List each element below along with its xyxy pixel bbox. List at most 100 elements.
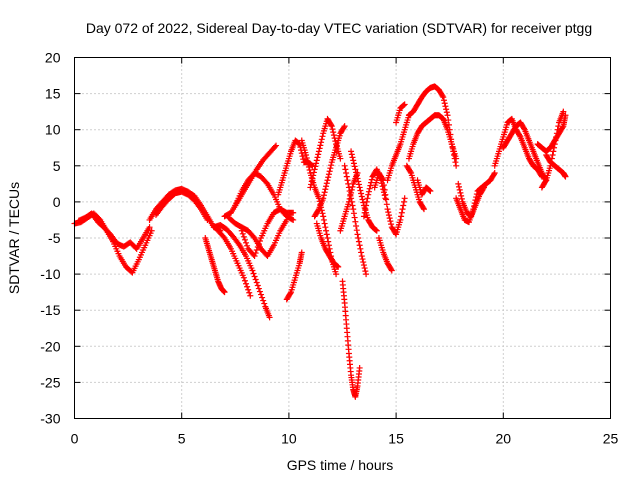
data-point <box>364 195 371 202</box>
y-tick-label: -25 <box>40 374 60 390</box>
data-point <box>358 193 365 200</box>
data-point <box>420 204 427 211</box>
series-arc-06 <box>210 222 273 321</box>
data-point <box>321 220 328 227</box>
x-tick-label: 0 <box>71 431 79 447</box>
data-point <box>348 148 355 155</box>
data-point <box>249 267 256 274</box>
data-point <box>398 213 405 220</box>
data-point <box>360 259 367 266</box>
data-point <box>245 286 252 293</box>
data-point <box>549 151 556 158</box>
data-point <box>350 206 357 213</box>
series-arc-13 <box>283 249 305 303</box>
data-point <box>359 196 366 203</box>
data-point <box>323 183 330 190</box>
data-point <box>326 168 333 175</box>
data-point <box>335 263 342 270</box>
data-point <box>361 265 368 272</box>
data-point <box>439 93 446 100</box>
series-arc-24 <box>375 235 395 274</box>
data-point <box>241 236 248 243</box>
data-point <box>388 267 395 274</box>
data-point <box>359 256 366 263</box>
data-point <box>146 224 153 231</box>
data-point <box>381 186 388 193</box>
data-point <box>340 124 347 131</box>
data-point <box>317 142 324 149</box>
data-point <box>321 189 328 196</box>
data-point <box>445 121 452 128</box>
data-point <box>453 155 460 162</box>
x-tick-label: 20 <box>496 431 512 447</box>
data-point <box>323 231 330 238</box>
data-point <box>316 145 323 152</box>
data-point <box>398 209 405 216</box>
data-point <box>315 148 322 155</box>
data-point <box>383 196 390 203</box>
data-point <box>306 167 313 174</box>
series-arc-05 <box>202 235 228 296</box>
series-arc-11 <box>232 170 297 223</box>
data-point <box>380 182 387 189</box>
data-point <box>260 297 267 304</box>
data-point <box>426 187 433 194</box>
data-point <box>400 202 407 209</box>
data-point <box>366 185 373 192</box>
data-point <box>350 157 357 164</box>
data-point <box>328 162 335 169</box>
data-point <box>362 206 369 213</box>
data-point <box>320 192 327 199</box>
data-point <box>441 100 448 107</box>
data-point <box>289 216 296 223</box>
data-point <box>263 179 270 186</box>
data-point <box>386 215 393 222</box>
data-point <box>360 262 367 269</box>
data-point <box>348 151 355 158</box>
data-point <box>315 151 322 158</box>
y-tick-labels: -30 -25 -20 -15 -10 -5 0 5 10 15 20 <box>40 50 60 427</box>
data-point <box>253 247 260 254</box>
data-point <box>256 288 263 295</box>
data-point <box>341 123 348 130</box>
data-point <box>349 202 356 209</box>
data-point <box>241 277 248 284</box>
data-point <box>271 143 278 150</box>
data-point <box>318 136 325 143</box>
data-point <box>303 151 310 158</box>
data-point <box>373 227 380 234</box>
data-point <box>491 170 498 177</box>
data-points <box>71 83 569 400</box>
data-point <box>349 154 356 161</box>
data-point <box>367 182 374 189</box>
data-point <box>319 210 326 217</box>
data-point <box>325 238 332 245</box>
series-arc-18 <box>339 278 363 400</box>
data-point <box>455 180 462 187</box>
data-point <box>562 173 569 180</box>
x-tick-label: 10 <box>281 431 297 447</box>
data-point <box>358 190 365 197</box>
data-point <box>304 157 311 164</box>
y-tick-label: -30 <box>40 411 60 427</box>
data-point <box>299 153 306 160</box>
data-point <box>342 166 349 173</box>
series-arc-10 <box>225 214 290 260</box>
data-point <box>351 214 358 221</box>
data-point <box>243 280 250 287</box>
data-point <box>480 185 487 192</box>
data-point <box>443 106 450 113</box>
data-point <box>363 271 370 278</box>
data-point <box>313 160 320 167</box>
data-point <box>298 249 305 256</box>
data-point <box>251 253 258 260</box>
data-point <box>250 270 257 277</box>
data-point <box>355 178 362 185</box>
data-point <box>307 184 314 191</box>
data-point <box>324 235 331 241</box>
data-point <box>521 125 528 132</box>
data-point <box>322 224 329 231</box>
data-point <box>298 150 305 157</box>
data-point <box>355 181 362 188</box>
